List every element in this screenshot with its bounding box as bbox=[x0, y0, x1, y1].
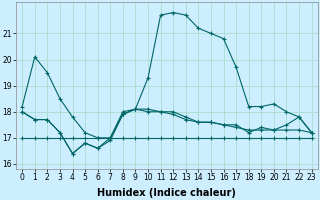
X-axis label: Humidex (Indice chaleur): Humidex (Indice chaleur) bbox=[98, 188, 236, 198]
